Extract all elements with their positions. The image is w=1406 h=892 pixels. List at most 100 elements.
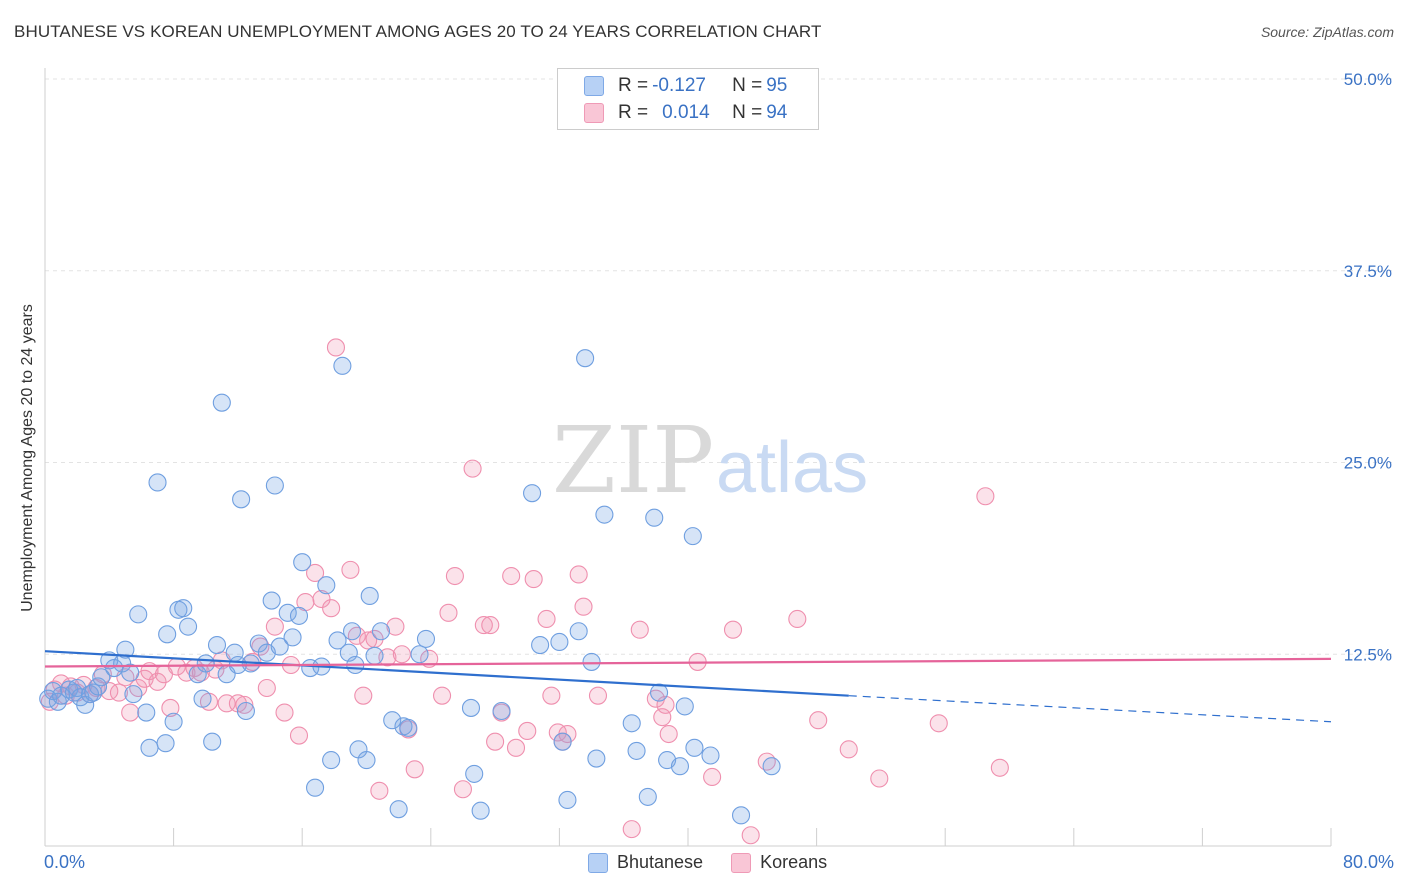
bhutanese-point xyxy=(301,659,320,678)
bhutanese-point xyxy=(531,635,550,655)
bhutanese-point xyxy=(762,757,781,776)
korean-point xyxy=(129,678,148,698)
bhutanese-point xyxy=(389,800,408,819)
bhutanese-point xyxy=(203,732,222,751)
bhutanese-point xyxy=(156,734,175,753)
bhutanese-point xyxy=(179,617,198,636)
korean-point xyxy=(630,620,649,639)
korean-point xyxy=(569,565,588,584)
chart-title: BHUTANESE VS KOREAN UNEMPLOYMENT AMONG A… xyxy=(14,22,822,41)
legend-item-bhutanese[interactable]: Bhutanese xyxy=(588,852,703,873)
korean-point xyxy=(870,769,889,788)
korean-point xyxy=(235,695,254,714)
korean-point xyxy=(161,698,180,717)
bhutanese-point xyxy=(360,586,379,606)
bhutanese-point xyxy=(576,349,595,368)
korean-point xyxy=(518,721,537,741)
r-label: R = xyxy=(618,75,649,96)
bhutanese-swatch xyxy=(588,852,608,873)
korean-trend-line xyxy=(44,657,1332,668)
korean-point xyxy=(433,686,452,705)
bhutanese-trend-extension xyxy=(848,695,1332,723)
bhutanese-point xyxy=(645,508,664,527)
korean-point xyxy=(548,723,567,742)
bhutanese-point xyxy=(140,738,159,757)
watermark-zip: ZIP xyxy=(552,407,714,514)
y-tick-label: 12.5% xyxy=(1344,645,1392,664)
korean-point xyxy=(723,620,743,639)
legend-item-koreans[interactable]: Koreans xyxy=(731,852,827,873)
bhutanese-point xyxy=(550,632,569,652)
bhutanese-point xyxy=(399,718,418,737)
korean-point xyxy=(929,714,948,733)
korean-point xyxy=(405,760,424,779)
korean-point xyxy=(703,767,722,787)
legend-label-koreans: Koreans xyxy=(760,852,828,872)
korean-point xyxy=(788,609,807,629)
bhutanese-point xyxy=(124,685,143,704)
korean-point xyxy=(445,566,464,586)
korean-point xyxy=(524,570,543,589)
bhutanese-point xyxy=(92,668,111,687)
bhutanese-point xyxy=(685,738,704,757)
korean-point xyxy=(537,609,556,629)
bhutanese-point xyxy=(675,697,694,716)
bhutanese-point xyxy=(569,622,588,641)
korean-point xyxy=(809,711,828,730)
bhutanese-point xyxy=(357,751,376,770)
tick-labels: 12.5% 25.0% 37.5% 50.0% xyxy=(1344,70,1392,664)
korean-point xyxy=(370,781,389,800)
bhutanese-point xyxy=(121,663,140,682)
korean-point xyxy=(121,703,140,722)
korean-point xyxy=(191,663,210,682)
korean-point xyxy=(312,589,331,609)
koreans-swatch xyxy=(731,852,752,873)
korean-point xyxy=(100,682,119,701)
korean-point xyxy=(453,780,473,799)
korean-point xyxy=(420,649,439,668)
korean-point xyxy=(392,645,411,664)
bhutanese-point xyxy=(416,629,436,648)
korean-point xyxy=(481,616,500,635)
bhutanese-swatch xyxy=(584,76,604,96)
x-tick-max: 80.0% xyxy=(1342,852,1394,872)
bhutanese-point xyxy=(553,732,572,751)
bhutanese-point xyxy=(236,701,255,721)
bhutanese-point xyxy=(587,749,606,768)
bhutanese-point xyxy=(558,790,577,810)
korean-point xyxy=(542,686,561,705)
korean-point xyxy=(574,597,593,616)
korean-point xyxy=(506,738,526,757)
korean-point xyxy=(839,740,858,759)
bhutanese-point xyxy=(342,622,362,641)
korean-point xyxy=(326,338,346,357)
bhutanese-point xyxy=(129,605,148,624)
korean-point xyxy=(341,560,360,579)
bhutanese-point xyxy=(461,698,481,717)
bhutanese-point xyxy=(683,527,702,546)
bhutanese-point xyxy=(289,606,309,625)
bhutanese-point xyxy=(492,701,511,721)
korean-point xyxy=(588,686,608,705)
stats-row-koreans: R = 0.014 N = 94 xyxy=(584,102,787,124)
korean-point xyxy=(486,732,505,751)
bhutanese-point xyxy=(465,764,484,783)
bhutanese-point xyxy=(306,778,325,797)
korean-point xyxy=(306,563,325,582)
bhutanese-point xyxy=(262,591,281,610)
watermark: ZIP atlas xyxy=(552,407,868,514)
n-label: N = xyxy=(732,75,763,96)
bhutanese-point xyxy=(212,393,231,412)
stats-row-bhutanese: R = -0.127 N = 95 xyxy=(584,75,787,97)
korean-point xyxy=(386,617,405,636)
bhutanese-point xyxy=(371,622,391,641)
y-tick-label: 50.0% xyxy=(1344,70,1392,89)
bhutanese-point xyxy=(196,654,215,673)
bhutanese-point xyxy=(383,711,402,730)
bhutanese-point xyxy=(523,484,542,503)
korean-point xyxy=(148,672,167,691)
bhutanese-point xyxy=(333,356,352,375)
bhutanese-point xyxy=(207,635,227,655)
korean-point xyxy=(439,603,458,622)
